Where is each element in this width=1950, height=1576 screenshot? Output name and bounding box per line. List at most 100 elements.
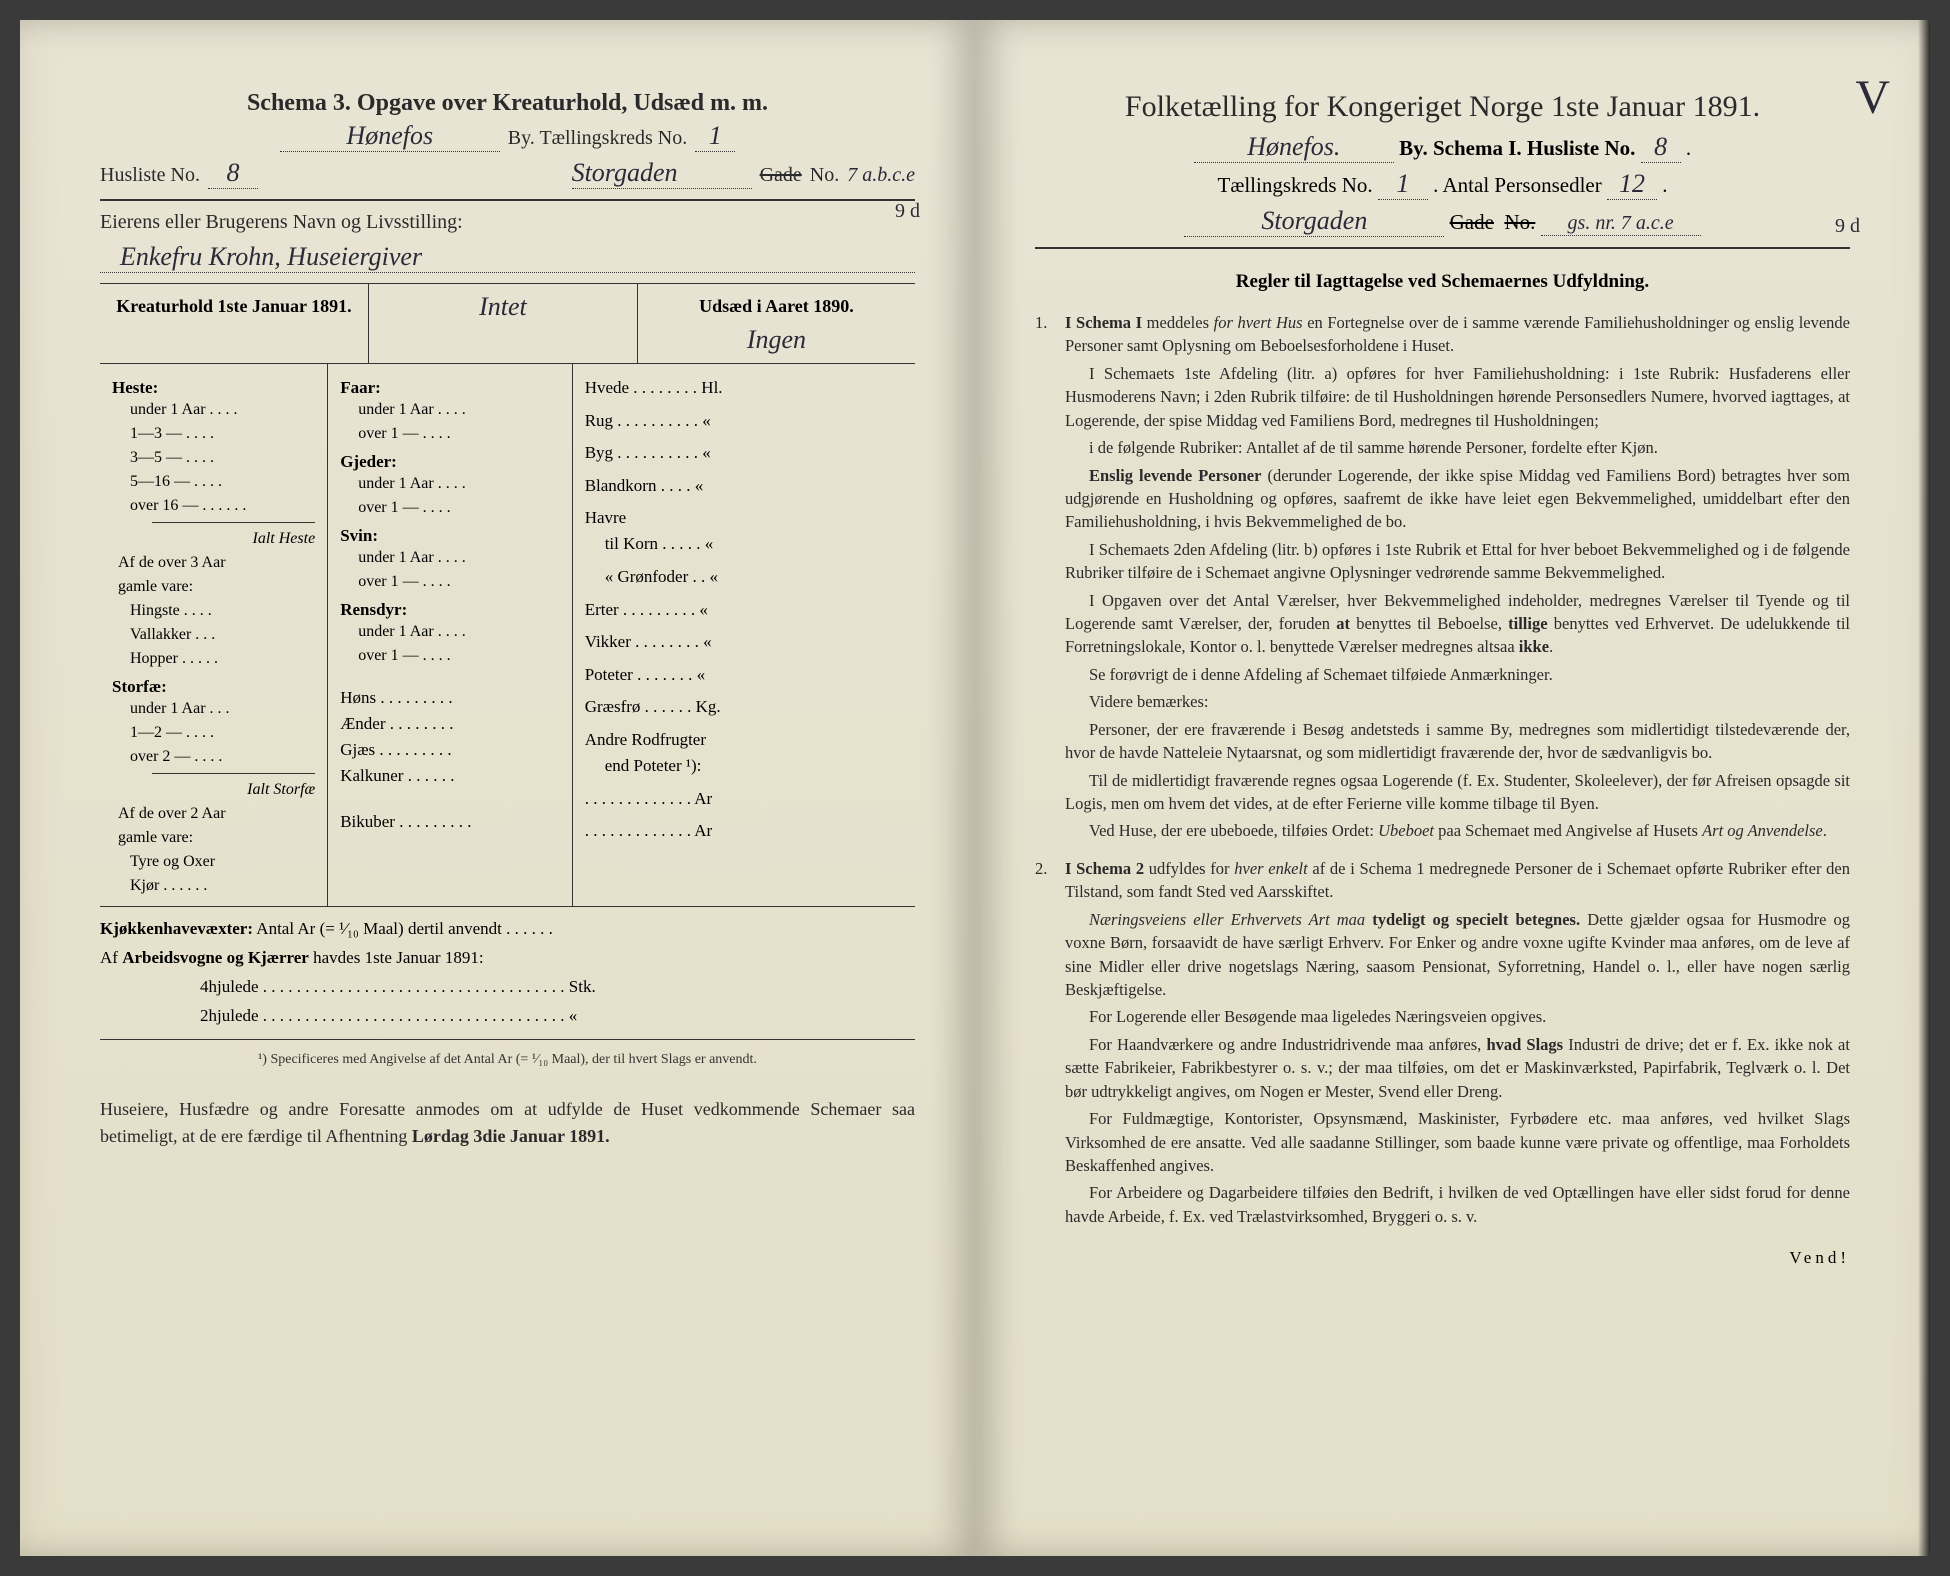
r2f: For Arbeidere og Dagarbeidere tilføies d… [1065,1181,1850,1228]
kjokken-line: Kjøkkenhavevæxter: Kjøkkenhavevæxter: An… [100,915,915,944]
endpoteter: end Poteter ¹): [585,750,903,783]
af3-label: Af de over 3 Aar [112,551,315,575]
faar-label: Faar: [340,378,560,398]
r-by-label: By. Schema I. Husliste No. [1399,136,1635,160]
gjeder-u1: under 1 Aar . . . . [340,472,560,496]
poteter: Poteter . . . . . . . « [585,659,903,692]
husliste-label: Husliste No. [100,164,200,187]
page-edge-right [1918,20,1930,1556]
schema-title: Schema 3. Opgave over Kreaturhold, Udsæd… [100,90,915,117]
vallakker: Vallakker . . . [112,623,315,647]
heste-label: Heste: [112,378,315,398]
svin-u1: under 1 Aar . . . . [340,546,560,570]
arbeidsvogne-line: Af Arbeidsvogne og Kjærrer havdes 1ste J… [100,944,915,973]
gamle-label: gamle vare: [112,575,315,599]
r1i: Personer, der ere fraværende i Besøg and… [1065,718,1850,765]
r1a: I Schema I meddeles for hvert Hus en For… [1065,311,1850,358]
rule-1-num: 1. [1035,311,1053,847]
col2-hand: Ingen [650,325,903,355]
husliste-no: 8 [208,158,258,189]
r-antal-no: 12 [1607,169,1657,200]
byg: Byg . . . . . . . . . . « [585,437,903,470]
erter: Erter . . . . . . . . . « [585,594,903,627]
ar-line-1: . . . . . . . . . . . . . Ar [585,783,903,816]
havre-label: Havre [585,508,903,528]
r-kreds-label: Tællingskreds No. [1218,173,1373,197]
r-gade-no: gs. nr. 7 a.c.e [1541,212,1701,236]
rensdyr-o1: over 1 — . . . . [340,644,560,668]
rule-2-num: 2. [1035,857,1053,1232]
right-page: V Folketælling for Kongeriget Norge 1ste… [975,20,1930,1556]
r1e: I Schemaets 2den Afdeling (litr. b) opfø… [1065,538,1850,585]
vend: Vend! [1035,1248,1850,1268]
r1c: i de følgende Rubriker: Antallet af de t… [1065,436,1850,459]
col2-title: Udsæd i Aaret 1890. [650,292,903,325]
r1b: I Schemaets 1ste Afdeling (litr. a) opfø… [1065,362,1850,432]
r-no-strike: No. [1504,210,1535,234]
r1d: Enslig levende Personer (derunder Logere… [1065,464,1850,534]
r-kreds-no: 1 [1378,169,1428,200]
aender: Ænder . . . . . . . . [340,714,560,734]
by-label: By. Tællingskreds No. [508,127,687,150]
r-antal-label: . Antal Personsedler [1433,173,1602,197]
footnote: ¹) Specificeres med Angivelse af det Ant… [100,1052,915,1068]
r2a: I Schema 2 udfyldes for hver enkelt af d… [1065,857,1850,904]
hvede: Hvede . . . . . . . . Hl. [585,372,903,405]
r-gade-strike: Gade [1450,210,1494,234]
r1f: I Opgaven over det Antal Værelser, hver … [1065,589,1850,659]
gade-no-label: No. [810,164,839,187]
ialt-heste: Ialt Heste [112,527,315,551]
tyre: Tyre og Oxer [112,850,315,874]
document-spread: Schema 3. Opgave over Kreaturhold, Udsæd… [20,20,1930,1556]
heste-35: 3—5 — . . . . [112,446,315,470]
storfae-u1: under 1 Aar . . . [112,697,315,721]
r-gade-no2: 9 d [1835,215,1860,238]
ar-line-2: . . . . . . . . . . . . . Ar [585,815,903,848]
gade-hand: Storgaden [572,158,752,189]
heste-o16: over 16 — . . . . . . [112,494,315,518]
r1h: Videre bemærkes: [1065,690,1850,713]
hjul2: 2hjulede . . . . . . . . . . . . . . . .… [100,1002,915,1031]
hingste: Hingste . . . . [112,599,315,623]
graesfro: Græsfrø . . . . . . Kg. [585,691,903,724]
rule-1: 1. I Schema I meddeles for hvert Hus en … [1035,311,1850,847]
owner-label: Eierens eller Brugerens Navn og Livsstil… [100,211,915,234]
hopper: Hopper . . . . . [112,647,315,671]
faar-u1: under 1 Aar . . . . [340,398,560,422]
rensdyr-label: Rensdyr: [340,600,560,620]
gade-no-hand: 7 a.b.c.e [847,164,915,187]
andre-label: Andre Rodfrugter [585,730,903,750]
storfae-12: 1—2 — . . . . [112,721,315,745]
bikuber: Bikuber . . . . . . . . . [340,812,560,832]
rules-title: Regler til Iagttagelse ved Schemaernes U… [1035,271,1850,293]
svin-label: Svin: [340,526,560,546]
svin-o1: over 1 — . . . . [340,570,560,594]
census-title: Folketælling for Kongeriget Norge 1ste J… [1035,90,1850,124]
r2d: For Haandværkere og andre Industridriven… [1065,1033,1850,1103]
blandkorn: Blandkorn . . . . « [585,470,903,503]
ialt-storfae: Ialt Storfæ [112,778,315,802]
r1k: Ved Huse, der ere ubeboede, tilføies Ord… [1065,819,1850,842]
gade-no-2: 9 d [895,200,920,223]
storfae-o2: over 2 — . . . . [112,745,315,769]
r1g: Se forøvrigt de i denne Afdeling af Sche… [1065,663,1850,686]
kalkuner: Kalkuner . . . . . . [340,766,560,786]
rule-2: 2. I Schema 2 udfyldes for hver enkelt a… [1035,857,1850,1232]
gronfoder: « Grønfoder . . « [585,561,903,594]
r-husliste-no: 8 [1641,132,1681,163]
r-gade-hand: Storgaden [1184,206,1444,237]
r1j: Til de midlertidigt fraværende regnes og… [1065,769,1850,816]
owner-hand: Enkefru Krohn, Huseiergiver [100,242,915,273]
col1-hand: Intet [381,292,625,322]
hjul4: 4hjulede . . . . . . . . . . . . . . . .… [100,973,915,1002]
tilkorn: til Korn . . . . . « [585,528,903,561]
left-page: Schema 3. Opgave over Kreaturhold, Udsæd… [20,20,975,1556]
faar-o1: over 1 — . . . . [340,422,560,446]
rug: Rug . . . . . . . . . . « [585,405,903,438]
heste-13: 1—3 — . . . . [112,422,315,446]
col1-title: Kreaturhold 1ste Januar 1891. [112,292,356,325]
gjaes: Gjæs . . . . . . . . . [340,740,560,760]
kreds-no: 1 [695,121,735,152]
bottom-instruction: Huseiere, Husfædre og andre Foresatte an… [100,1096,915,1150]
heste-u1: under 1 Aar . . . . [112,398,315,422]
